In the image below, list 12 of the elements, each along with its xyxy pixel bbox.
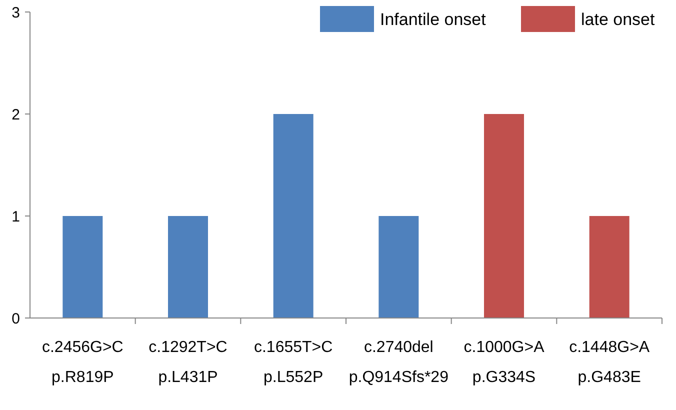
y-tick-label: 1 <box>12 208 20 226</box>
y-tick-label: 3 <box>12 4 20 22</box>
x-tick-label: c.1000G>A p.G334S <box>464 339 545 386</box>
legend-label: Infantile onset <box>380 10 486 29</box>
x-tick-label: c.1448G>A p.G483E <box>569 339 650 386</box>
y-tick-label: 2 <box>12 106 20 124</box>
x-tick-label: c.1292T>C p.L431P <box>148 339 228 386</box>
x-tick-label: c.1655T>C p.L552P <box>254 339 333 386</box>
y-tick-label: 0 <box>12 310 20 328</box>
x-tick-label: c.2456G>C p.R819P <box>42 339 124 386</box>
x-tick-label: c.2740del p.Q914Sfs*29 <box>348 339 449 386</box>
legend-label: late onset <box>581 10 655 29</box>
